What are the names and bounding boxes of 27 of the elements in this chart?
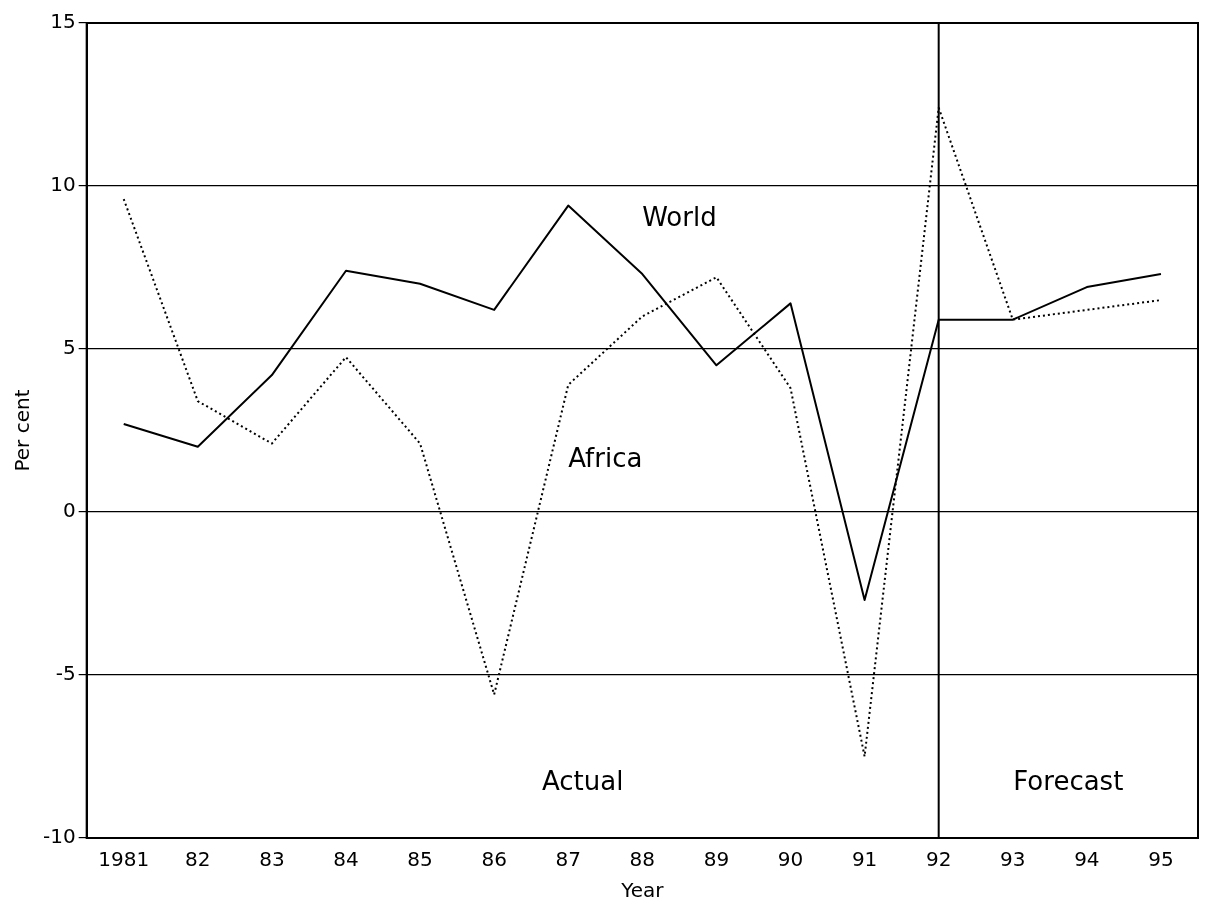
x-tick-label: 93 — [1000, 847, 1026, 872]
y-tick-label: -5 — [55, 661, 76, 686]
x-tick-label: 89 — [703, 847, 730, 872]
x-tick-label: 85 — [407, 847, 433, 872]
x-tick-label: 88 — [629, 847, 656, 872]
x-axis-title: Year — [620, 878, 665, 903]
y-tick-label: -10 — [42, 824, 76, 849]
x-tick-label: 87 — [555, 847, 581, 872]
y-tick-label: 0 — [62, 498, 76, 523]
annotation: Forecast — [1013, 765, 1124, 796]
x-tick-label: 92 — [925, 847, 952, 872]
y-axis-title: Per cent — [10, 389, 35, 472]
x-tick-label: 94 — [1074, 847, 1100, 872]
y-tick-label: 15 — [50, 9, 76, 34]
x-tick-label: 90 — [777, 847, 804, 872]
x-tick-label: 84 — [333, 847, 359, 872]
series-label: World — [642, 201, 717, 232]
x-tick-label: 82 — [185, 847, 211, 872]
x-tick-label: 83 — [259, 847, 285, 872]
annotation: Actual — [541, 765, 624, 796]
x-tick-label: 86 — [481, 847, 507, 872]
series-label: Africa — [568, 442, 643, 473]
x-tick-label: 95 — [1148, 847, 1174, 872]
x-tick-label: 1981 — [98, 847, 150, 872]
y-tick-label: 5 — [62, 335, 76, 360]
x-tick-label: 91 — [851, 847, 878, 872]
y-tick-label: 10 — [50, 172, 76, 197]
